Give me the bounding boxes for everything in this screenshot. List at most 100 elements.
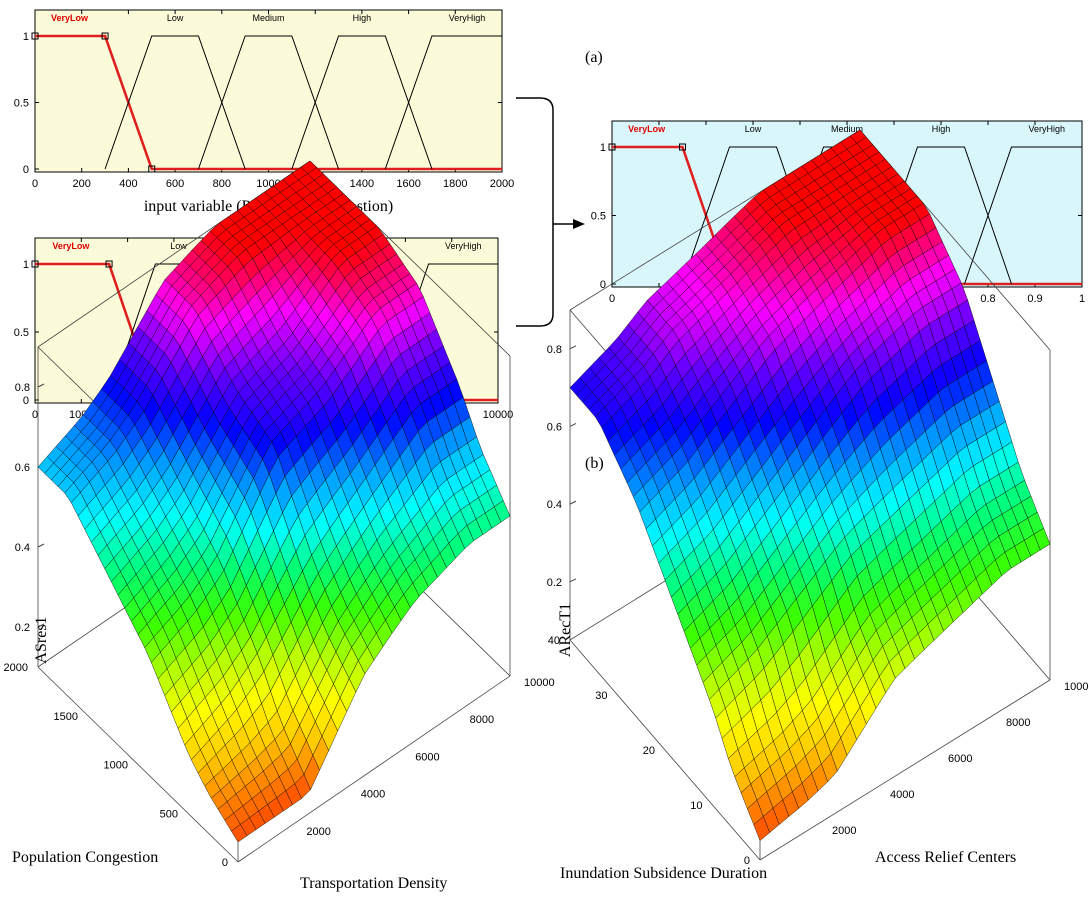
z-tick-label: 0.2 [15,622,30,634]
z-tick-label: 0.8 [547,344,562,356]
surface-plot-arect1: 0.20.40.60.80102030402000400060008000100… [547,129,1089,882]
x-tick-label: 1400 [350,178,374,190]
y-tick-label: 2000 [4,662,28,674]
x-tick-label: 600 [166,178,184,190]
y-tick-label: 500 [160,808,178,820]
surface-patch [231,824,248,843]
mf-label-veryhigh: VeryHigh [449,13,486,23]
panel-label-a: (a) [585,49,603,66]
mf-vertex-marker [608,143,616,151]
x-tick-label: 0 [609,293,615,305]
x-tick-label: 0 [32,178,38,190]
mf-label-verylow: VeryLow [628,124,666,134]
mf-vertex-marker [31,32,39,40]
x-axis-label: Access Relief Centers [875,849,1016,866]
x-tick-label: 1 [1079,293,1085,305]
y-tick-label: 0 [23,164,29,176]
mf-label-veryhigh: VeryHigh [1028,124,1065,134]
y-tick-label: 20 [643,745,655,757]
z-tick [569,578,577,583]
mf-vertex-marker [148,165,156,173]
x-tick-label: 6000 [415,751,439,763]
z-tick [37,543,45,548]
x-tick-label: 0.9 [1027,293,1042,305]
x-tick-label: 4000 [890,789,914,801]
mf-label-low: Low [745,124,762,134]
y-tick-label: 1 [23,259,29,271]
surface-plot-asres1: 0.20.40.60.80500100015002000200040006000… [4,160,555,892]
z-tick-label: 0.6 [547,421,562,433]
y-tick-label: 30 [595,690,607,702]
mf-vertex-marker [679,143,686,151]
x-tick-label: 8000 [1006,717,1030,729]
mf-vertex-marker [101,32,109,40]
surface-patch [753,816,770,841]
y-tick-label: 10 [690,800,702,812]
mf-label-high: High [353,13,372,23]
z-tick [569,423,577,427]
x-tick-label: 1600 [396,178,420,190]
x-tick-label: 2000 [832,825,856,837]
x-tick-label: 0.8 [980,293,995,305]
z-tick-label: 0.8 [15,382,30,394]
x-axis-label: Transportation Density [300,875,447,892]
mf-label-verylow: VeryLow [51,13,89,23]
x-tick-label: 10000 [524,677,555,689]
mf-label-low: Low [167,13,184,23]
x-tick-label: 800 [213,178,231,190]
mf-plot-population-congestion: 00.5102004006008001000120014001600180020… [14,9,514,215]
x-tick-label: 10000 [1064,681,1089,693]
z-tick-label: 0.2 [547,577,562,589]
y-tick-label: 1000 [104,760,128,772]
axis-box-edge [759,679,1051,861]
z-tick [569,345,577,350]
y-tick-label: 0 [222,857,228,869]
y-tick-label: 0.5 [14,327,29,339]
x-tick-label: 0 [32,409,38,421]
mf-vertex-marker [105,260,113,268]
panel-label-b: (b) [585,455,604,472]
mf-label-veryhigh: VeryHigh [445,241,482,251]
inputs-to-output-bracket [516,97,585,327]
mf-veryhigh [384,35,502,170]
y-axis-label: Inundation Subsidence Duration [560,865,767,882]
axis-box-edge [37,666,239,863]
y-tick-label: 0.5 [14,98,29,110]
mf-veryhigh [964,146,1082,285]
axis-box-edge [237,675,511,863]
x-tick-label: 2000 [306,826,330,838]
mf-label-high: High [932,124,951,134]
y-tick-label: 1 [600,142,606,154]
x-tick-label: 10000 [483,409,514,421]
y-tick-label: 0 [600,279,606,291]
z-tick [569,500,577,505]
x-tick-label: 8000 [470,714,494,726]
x-tick-label: 1800 [443,178,467,190]
z-axis-label: ASres1 [33,616,50,663]
x-tick-label: 4000 [361,789,385,801]
y-axis-label: Population Congestion [12,849,158,866]
y-tick-label: 0 [23,395,29,407]
x-tick-label: 2000 [490,178,514,190]
y-tick-label: 40 [548,635,560,647]
mf-label-medium: Medium [831,124,863,134]
z-axis-label: ARecT1 [557,603,574,657]
y-tick-label: 0 [744,855,750,867]
plot-area [34,9,503,173]
x-tick-label: 6000 [948,753,972,765]
z-tick-label: 0.6 [15,462,30,474]
mf-label-verylow: VeryLow [52,241,90,251]
x-tick-label: 200 [73,178,91,190]
y-tick-label: 1 [23,31,29,43]
z-tick [37,623,45,628]
x-tick-label: 400 [119,178,137,190]
mf-label-low: Low [170,241,187,251]
z-tick-label: 0.4 [547,499,562,511]
axis-box-edge [569,639,761,861]
z-tick-label: 0.4 [15,542,30,554]
mf-vertex-marker [31,260,39,268]
y-tick-label: 0.5 [591,211,606,223]
mf-label-medium: Medium [252,13,284,23]
y-tick-label: 1500 [54,711,78,723]
